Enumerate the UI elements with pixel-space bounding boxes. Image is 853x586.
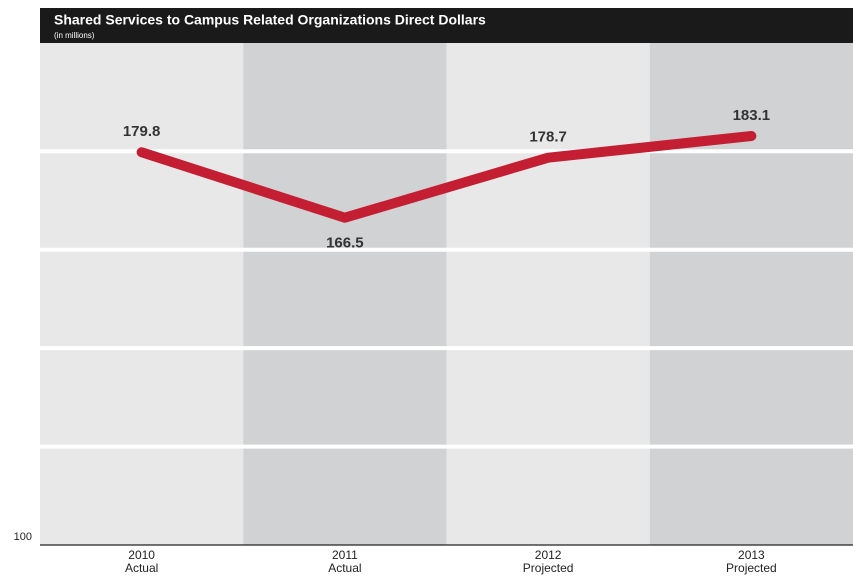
- column-band: [446, 43, 650, 545]
- chart-subtitle: (in millions): [54, 31, 95, 40]
- data-label: 179.8: [123, 123, 161, 140]
- x-tick-label: 2010: [128, 548, 155, 562]
- data-label: 166.5: [326, 235, 364, 252]
- x-tick-label: 2013: [738, 548, 765, 562]
- x-tick-label: 2012: [535, 548, 562, 562]
- column-band: [649, 43, 853, 545]
- y-tick-label: 100: [14, 531, 32, 543]
- data-label: 178.7: [529, 129, 567, 146]
- x-tick-label: 2011: [332, 548, 358, 562]
- data-label: 183.1: [733, 107, 771, 124]
- column-band: [243, 43, 447, 545]
- column-band: [40, 43, 244, 545]
- data-line: [136, 131, 757, 223]
- x-sublabel: Projected: [523, 561, 574, 575]
- x-sublabel: Actual: [125, 561, 158, 575]
- plot-area: 1002010Actual2011Actual2012Projected2013…: [14, 43, 853, 575]
- title-bar: [40, 8, 853, 43]
- x-sublabel: Actual: [328, 561, 361, 575]
- x-sublabel: Projected: [726, 561, 777, 575]
- chart-title: Shared Services to Campus Related Organi…: [54, 12, 486, 28]
